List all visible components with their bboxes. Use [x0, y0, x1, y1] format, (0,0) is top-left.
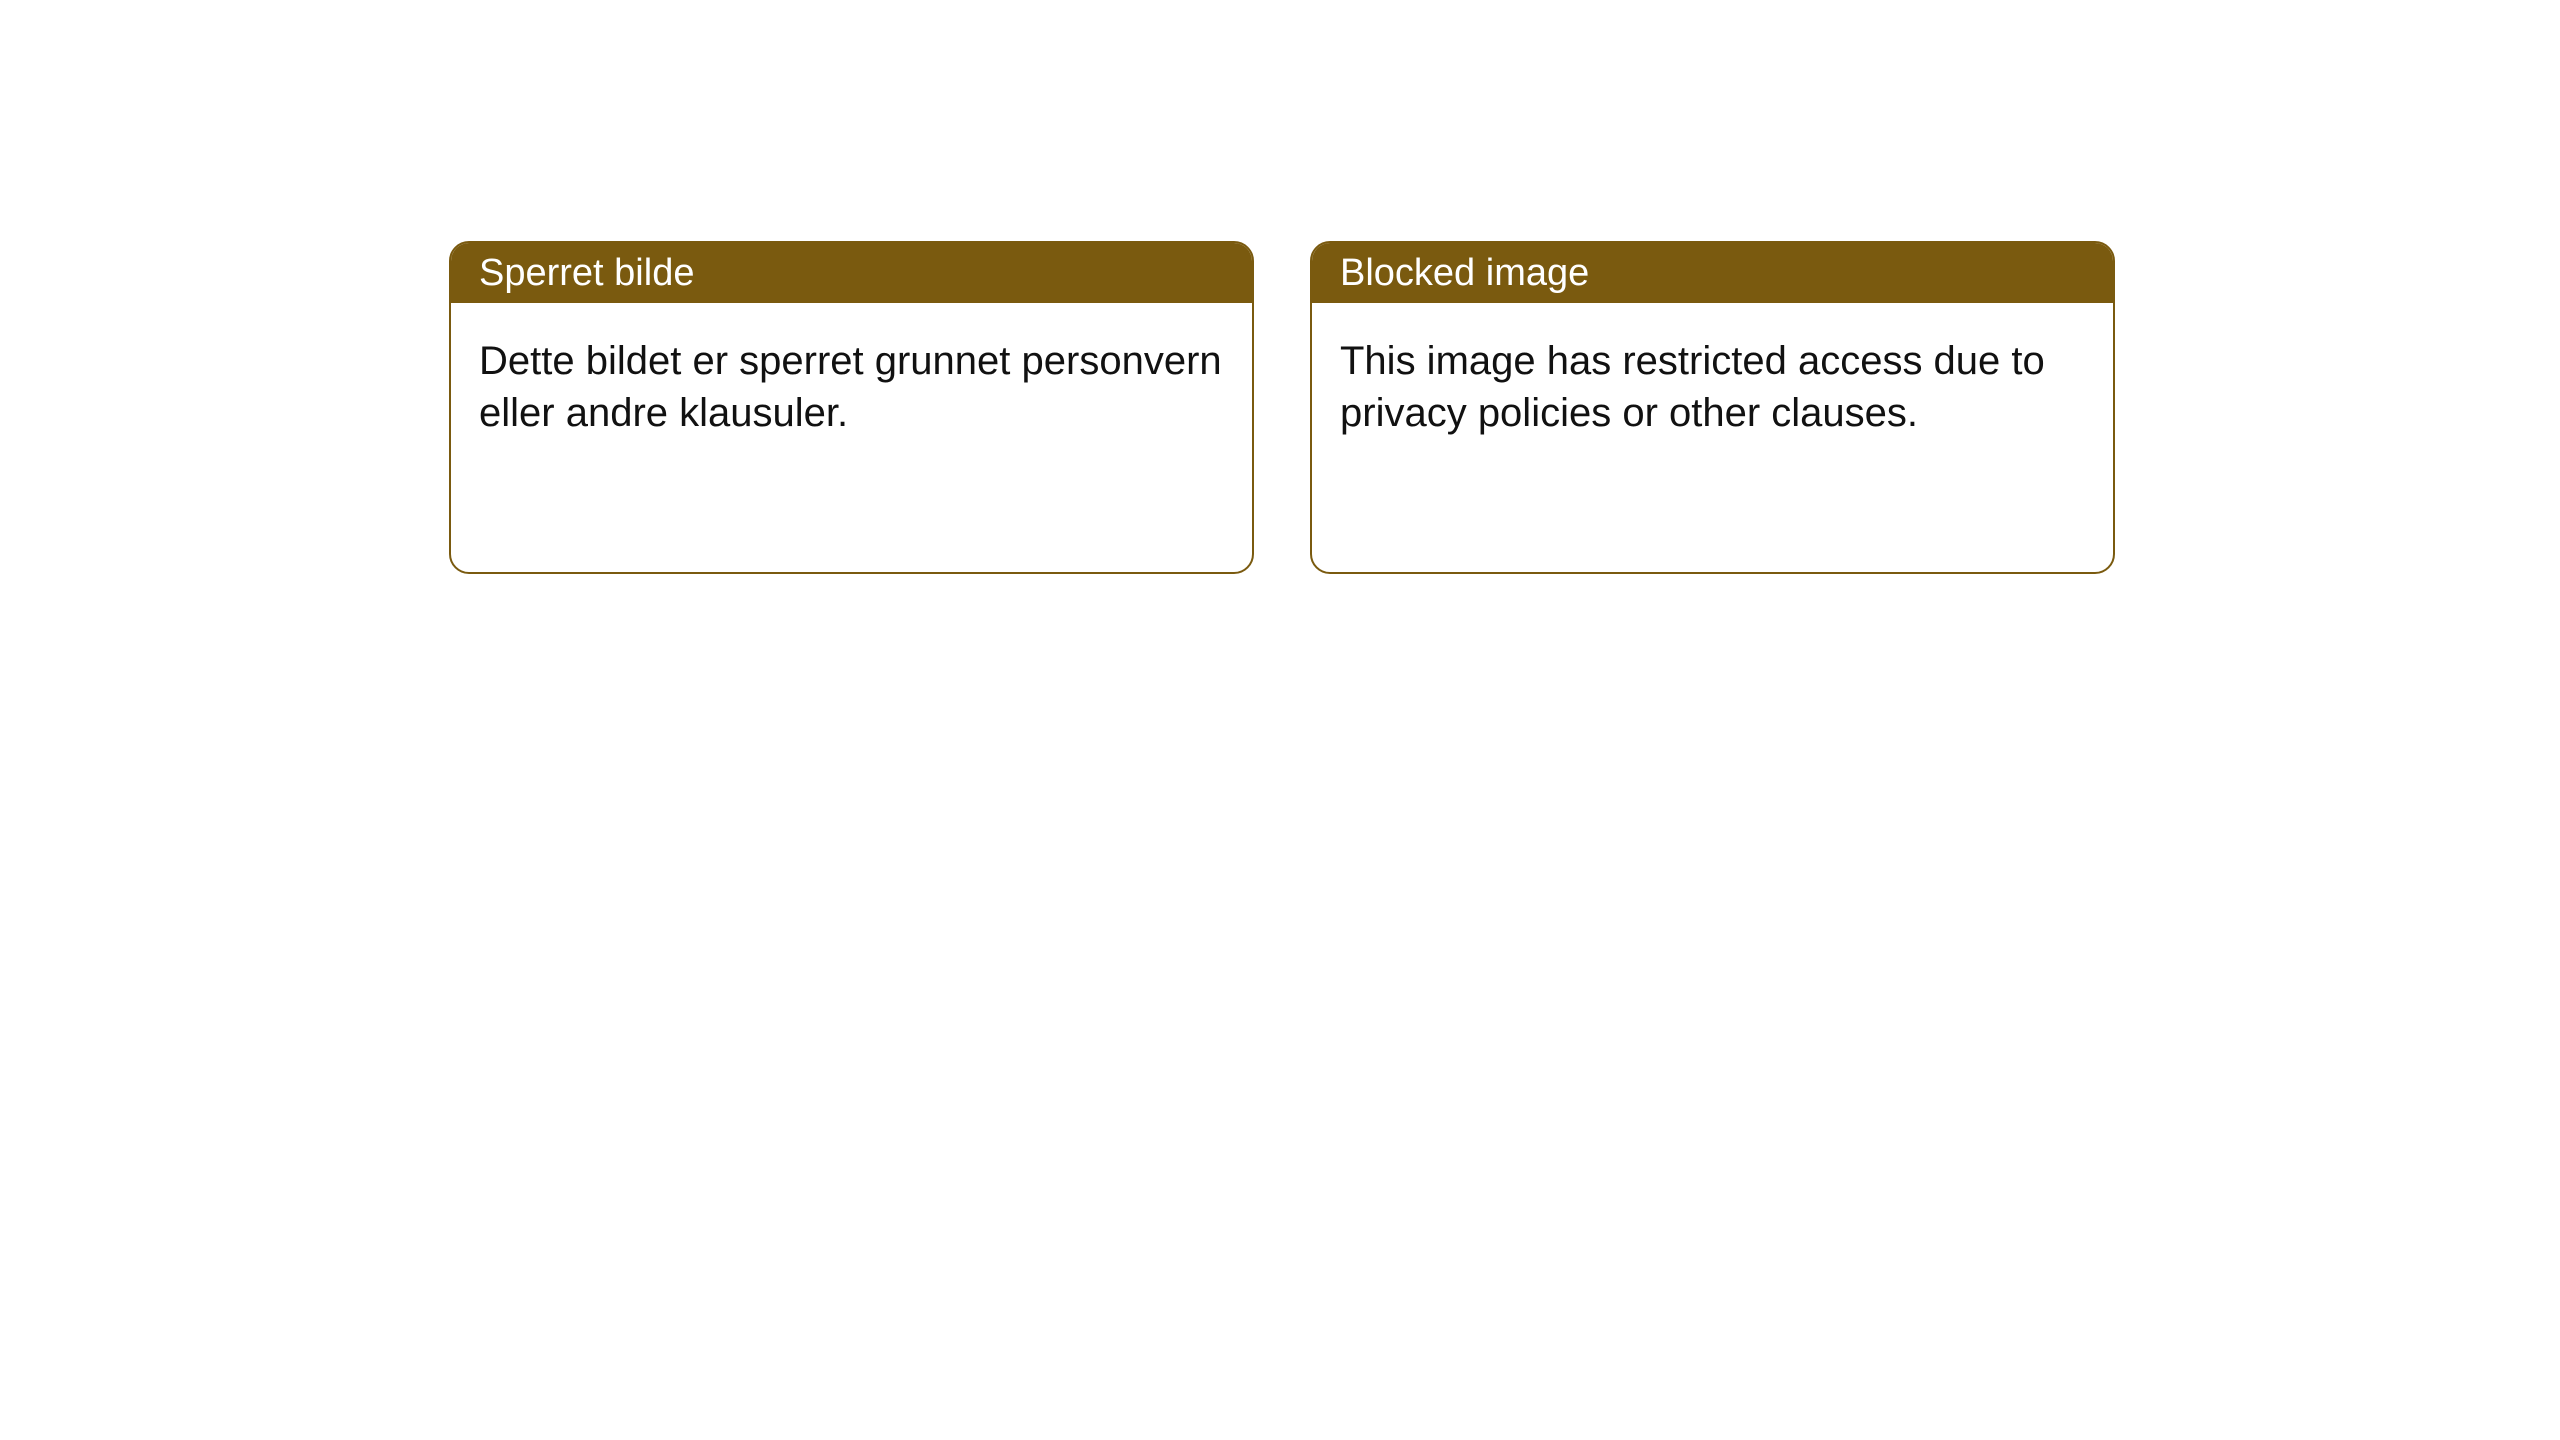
notice-card-english: Blocked image This image has restricted … — [1310, 241, 2115, 574]
notice-body-text: This image has restricted access due to … — [1340, 339, 2045, 435]
notice-title: Blocked image — [1340, 252, 1589, 295]
notice-header: Sperret bilde — [451, 243, 1252, 303]
notice-title: Sperret bilde — [479, 252, 694, 295]
notice-body-text: Dette bildet er sperret grunnet personve… — [479, 339, 1222, 435]
notice-body: Dette bildet er sperret grunnet personve… — [451, 303, 1252, 471]
notice-container: Sperret bilde Dette bildet er sperret gr… — [0, 0, 2560, 574]
notice-body: This image has restricted access due to … — [1312, 303, 2113, 471]
notice-card-norwegian: Sperret bilde Dette bildet er sperret gr… — [449, 241, 1254, 574]
notice-header: Blocked image — [1312, 243, 2113, 303]
